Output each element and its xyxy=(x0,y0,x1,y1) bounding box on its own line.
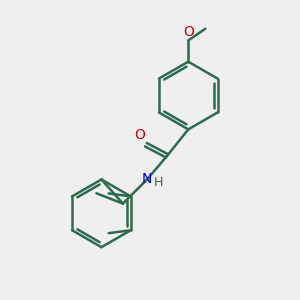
Text: H: H xyxy=(154,176,164,190)
Text: O: O xyxy=(134,128,145,142)
Text: O: O xyxy=(183,25,194,39)
Text: N: N xyxy=(142,172,152,186)
